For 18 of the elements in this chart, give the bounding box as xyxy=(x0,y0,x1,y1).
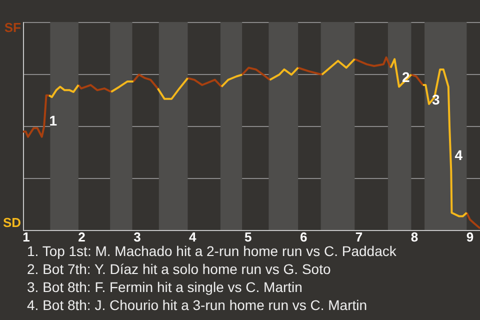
annotation: 3 xyxy=(432,92,440,108)
text: 1. Top 1st: M. Machado hit a 2-run home run vs C. Paddack xyxy=(27,243,398,259)
text: SD xyxy=(2,215,21,230)
x-tick-label: 7 xyxy=(355,230,363,244)
x-tick-label: 2 xyxy=(78,230,86,244)
x-tick-label: 1 xyxy=(22,230,30,244)
x-tick-label: 6 xyxy=(300,230,308,244)
x-tick-label: 5 xyxy=(244,230,252,244)
text: 3. Bot 8th: F. Fermin hit a single vs C. Martin xyxy=(27,279,302,295)
x-tick-label: 9 xyxy=(466,230,474,244)
x-tick-label: 8 xyxy=(410,230,418,244)
x-tick-label: 4 xyxy=(189,230,198,244)
x-tick-label: 3 xyxy=(134,230,141,244)
text: 4. Bot 8th: J. Chourio hit a 3-run home run vs C. Martin xyxy=(27,297,368,313)
annotation: 4 xyxy=(454,146,463,163)
text: 2. Bot 7th: Y. Díaz hit a solo home run vs G. Soto xyxy=(27,261,331,277)
text: SF xyxy=(4,20,22,35)
annotation: 1 xyxy=(49,112,58,128)
